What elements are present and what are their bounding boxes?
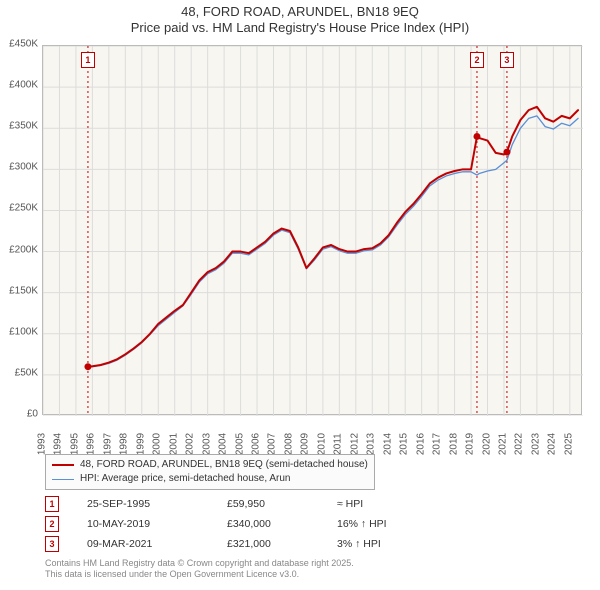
legend-label-hpi: HPI: Average price, semi-detached house,… bbox=[80, 472, 291, 486]
x-tick-label: 2022 bbox=[514, 433, 525, 455]
legend-swatch-hpi bbox=[52, 479, 74, 480]
chart-title-block: 48, FORD ROAD, ARUNDEL, BN18 9EQ Price p… bbox=[0, 0, 600, 37]
x-tick-label: 2010 bbox=[316, 433, 327, 455]
sales-row: 3 09-MAR-2021£321,0003% ↑ HPI bbox=[45, 534, 447, 554]
legend-swatch-price bbox=[52, 464, 74, 466]
chart-svg bbox=[43, 46, 583, 416]
x-tick-label: 2025 bbox=[563, 433, 574, 455]
sales-row: 1 25-SEP-1995£59,950≈ HPI bbox=[45, 494, 447, 514]
x-tick-label: 1997 bbox=[102, 433, 113, 455]
sales-badge: 2 bbox=[45, 516, 59, 532]
sales-diff: 3% ↑ HPI bbox=[337, 538, 447, 550]
y-tick-label: £400K bbox=[9, 80, 38, 91]
y-tick-label: £350K bbox=[9, 121, 38, 132]
x-tick-label: 2012 bbox=[349, 433, 360, 455]
sale-marker-badge: 2 bbox=[470, 52, 484, 68]
x-tick-label: 2018 bbox=[448, 433, 459, 455]
x-tick-label: 1998 bbox=[119, 433, 130, 455]
x-tick-label: 1993 bbox=[37, 433, 48, 455]
sales-row: 2 10-MAY-2019£340,00016% ↑ HPI bbox=[45, 514, 447, 534]
x-axis: 1993199419951996199719981999200020012002… bbox=[42, 416, 582, 456]
legend-row-hpi: HPI: Average price, semi-detached house,… bbox=[52, 472, 368, 486]
x-tick-label: 2008 bbox=[283, 433, 294, 455]
legend: 48, FORD ROAD, ARUNDEL, BN18 9EQ (semi-d… bbox=[45, 454, 375, 490]
y-tick-label: £0 bbox=[27, 409, 38, 420]
x-tick-label: 2016 bbox=[415, 433, 426, 455]
legend-label-price: 48, FORD ROAD, ARUNDEL, BN18 9EQ (semi-d… bbox=[80, 458, 368, 472]
x-tick-label: 2007 bbox=[267, 433, 278, 455]
sale-marker-badge: 3 bbox=[500, 52, 514, 68]
sales-diff: ≈ HPI bbox=[337, 498, 447, 510]
sales-badge: 1 bbox=[45, 496, 59, 512]
sales-badge: 3 bbox=[45, 536, 59, 552]
legend-row-price: 48, FORD ROAD, ARUNDEL, BN18 9EQ (semi-d… bbox=[52, 458, 368, 472]
sales-price: £321,000 bbox=[227, 538, 337, 550]
x-tick-label: 2011 bbox=[333, 433, 344, 455]
sales-date: 25-SEP-1995 bbox=[87, 498, 227, 510]
x-tick-label: 2009 bbox=[300, 433, 311, 455]
x-tick-label: 2017 bbox=[432, 433, 443, 455]
sales-date: 10-MAY-2019 bbox=[87, 518, 227, 530]
sales-table: 1 25-SEP-1995£59,950≈ HPI 2 10-MAY-2019£340… bbox=[45, 494, 447, 554]
sales-price: £340,000 bbox=[227, 518, 337, 530]
y-tick-label: £200K bbox=[9, 244, 38, 255]
y-tick-label: £450K bbox=[9, 39, 38, 50]
chart-plot-area: 1 23 bbox=[42, 45, 582, 415]
y-tick-label: £150K bbox=[9, 285, 38, 296]
y-axis: £0£50K£100K£150K£200K£250K£300K£350K£400… bbox=[0, 44, 40, 414]
x-tick-label: 2001 bbox=[168, 433, 179, 455]
x-tick-label: 2019 bbox=[465, 433, 476, 455]
y-tick-label: £50K bbox=[15, 367, 38, 378]
x-tick-label: 1999 bbox=[135, 433, 146, 455]
x-tick-label: 1996 bbox=[86, 433, 97, 455]
sales-diff: 16% ↑ HPI bbox=[337, 518, 447, 530]
x-tick-label: 2023 bbox=[530, 433, 541, 455]
x-tick-label: 2015 bbox=[399, 433, 410, 455]
x-tick-label: 2013 bbox=[366, 433, 377, 455]
x-tick-label: 2006 bbox=[251, 433, 262, 455]
x-tick-label: 2020 bbox=[481, 433, 492, 455]
y-tick-label: £250K bbox=[9, 203, 38, 214]
y-tick-label: £100K bbox=[9, 326, 38, 337]
x-tick-label: 2024 bbox=[547, 433, 558, 455]
title-subtitle: Price paid vs. HM Land Registry's House … bbox=[0, 20, 600, 36]
chart-container: 48, FORD ROAD, ARUNDEL, BN18 9EQ Price p… bbox=[0, 0, 600, 590]
x-tick-label: 2003 bbox=[201, 433, 212, 455]
x-tick-label: 2021 bbox=[497, 433, 508, 455]
footer-line1: Contains HM Land Registry data © Crown c… bbox=[45, 558, 354, 569]
sales-price: £59,950 bbox=[227, 498, 337, 510]
x-tick-label: 2000 bbox=[152, 433, 163, 455]
y-tick-label: £300K bbox=[9, 162, 38, 173]
sale-marker-badge: 1 bbox=[81, 52, 95, 68]
footer-line2: This data is licensed under the Open Gov… bbox=[45, 569, 354, 580]
sales-date: 09-MAR-2021 bbox=[87, 538, 227, 550]
x-tick-label: 2002 bbox=[185, 433, 196, 455]
x-tick-label: 1995 bbox=[69, 433, 80, 455]
title-address: 48, FORD ROAD, ARUNDEL, BN18 9EQ bbox=[0, 4, 600, 20]
footer: Contains HM Land Registry data © Crown c… bbox=[45, 558, 354, 581]
x-tick-label: 2004 bbox=[218, 433, 229, 455]
x-tick-label: 2005 bbox=[234, 433, 245, 455]
x-tick-label: 2014 bbox=[382, 433, 393, 455]
x-tick-label: 1994 bbox=[53, 433, 64, 455]
